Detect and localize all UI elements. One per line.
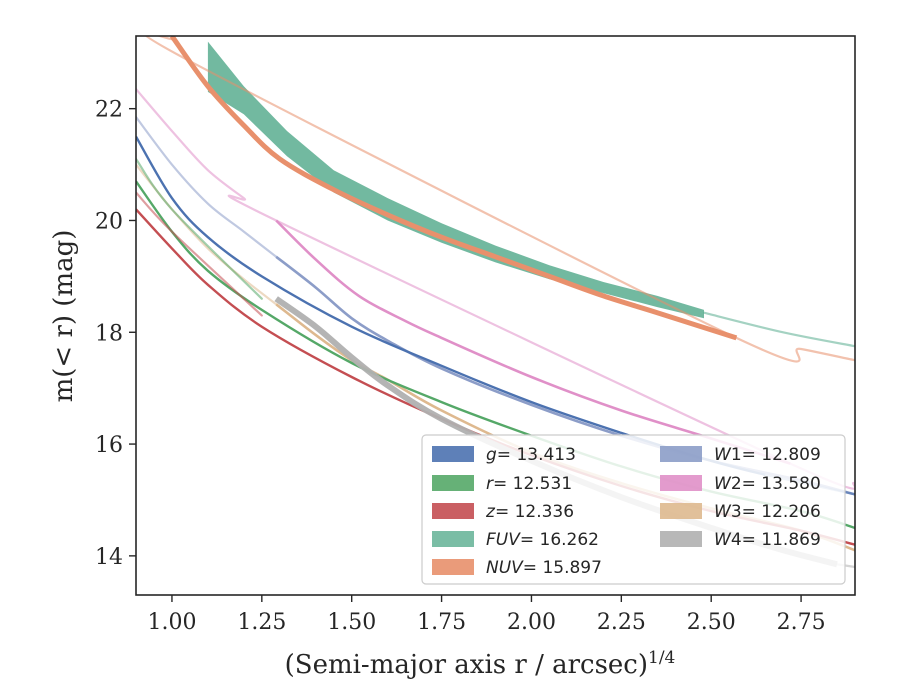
series-nuv	[144, 36, 855, 363]
legend-value: = 13.580	[742, 474, 821, 494]
y-tick-label: 20	[95, 209, 123, 234]
series-nuv-line	[169, 36, 738, 341]
legend-label-g: g= 13.413	[486, 445, 576, 465]
legend-value: = 12.531	[493, 474, 572, 494]
legend-symbol: W	[714, 502, 732, 522]
legend-symbol: g	[486, 445, 497, 465]
x-axis-label-text: (Semi-major axis r / arcsec)	[285, 650, 648, 680]
series-fuv	[207, 41, 855, 348]
legend-value: = 15.897	[523, 558, 602, 578]
legend-value: = 11.869	[742, 530, 821, 550]
series-nuv-extension-line	[144, 36, 855, 363]
x-tick-label: 1.00	[147, 610, 196, 635]
legend-symbol: z	[485, 502, 496, 522]
y-axis-label: m(< r) (mag)	[49, 230, 79, 403]
x-tick-label: 1.25	[237, 610, 286, 635]
x-tick-label: 1.50	[327, 610, 376, 635]
legend-label-nuv: NUV= 15.897	[486, 558, 602, 578]
legend-swatch-w1	[660, 446, 702, 462]
x-axis-label-superscript: 1/4	[648, 648, 675, 668]
legend-swatch-r	[432, 475, 474, 491]
legend-symbol: W	[714, 474, 732, 494]
legend-symbol: NUV	[486, 558, 524, 578]
legend-label-w2: W2= 13.580	[714, 474, 821, 494]
legend-swatch-w4	[660, 531, 702, 547]
y-tick-label: 14	[95, 545, 123, 570]
legend-value: = 12.336	[495, 502, 574, 522]
y-tick-label: 18	[95, 321, 123, 346]
legend-swatch-w2	[660, 475, 702, 491]
legend-symbol: r	[486, 474, 494, 494]
legend-symbol-index: 2	[731, 474, 742, 494]
legend-label-r: r= 12.531	[486, 474, 572, 494]
legend-frame	[421, 434, 846, 585]
legend-swatch-w3	[660, 503, 702, 519]
legend-label-w3: W3= 12.206	[714, 502, 821, 522]
legend-value: = 12.206	[742, 502, 821, 522]
legend-label-w1: W1= 12.809	[714, 445, 821, 465]
legend-swatch-g	[432, 446, 474, 462]
y-tick-label: 16	[95, 433, 123, 458]
series-r-extension-line	[136, 157, 263, 300]
legend-symbol: W	[714, 445, 732, 465]
legend-label-fuv: FUV= 16.262	[486, 530, 599, 550]
legend-symbol-index: 4	[731, 530, 742, 550]
legend-symbol-index: 1	[731, 445, 742, 465]
y-axis-ticks: 14 16 18 20 22	[95, 98, 136, 570]
legend-value: = 16.262	[520, 530, 599, 550]
plot-frame	[135, 35, 856, 596]
legend-symbol-index: 3	[731, 502, 742, 522]
legend-swatch-nuv	[432, 559, 474, 575]
series-fuv-extension-line	[702, 311, 855, 348]
x-tick-label: 2.50	[687, 610, 736, 635]
x-axis-label: (Semi-major axis r / arcsec)1/4	[285, 648, 676, 680]
legend-symbol: FUV	[486, 530, 521, 550]
x-tick-label: 2.00	[507, 610, 556, 635]
x-tick-label: 2.25	[597, 610, 646, 635]
x-tick-label: 2.75	[777, 610, 826, 635]
legend-value: = 13.413	[497, 445, 576, 465]
series-w2-line	[275, 219, 791, 465]
x-axis-ticks: 1.00 1.25 1.50 1.75 2.00 2.25 2.50 2.75	[147, 595, 826, 635]
series-w1-extension-line	[136, 116, 278, 258]
legend-value: = 12.809	[742, 445, 821, 465]
legend-label-z: z= 12.336	[485, 502, 574, 522]
legend-label-w4: W4= 11.869	[714, 530, 821, 550]
legend-swatch-z	[432, 503, 474, 519]
x-tick-label: 1.75	[417, 610, 466, 635]
series-z-extension-line	[136, 191, 263, 317]
y-tick-label: 22	[95, 98, 123, 123]
legend-symbol: W	[714, 530, 732, 550]
legend-swatch-fuv	[432, 531, 474, 547]
